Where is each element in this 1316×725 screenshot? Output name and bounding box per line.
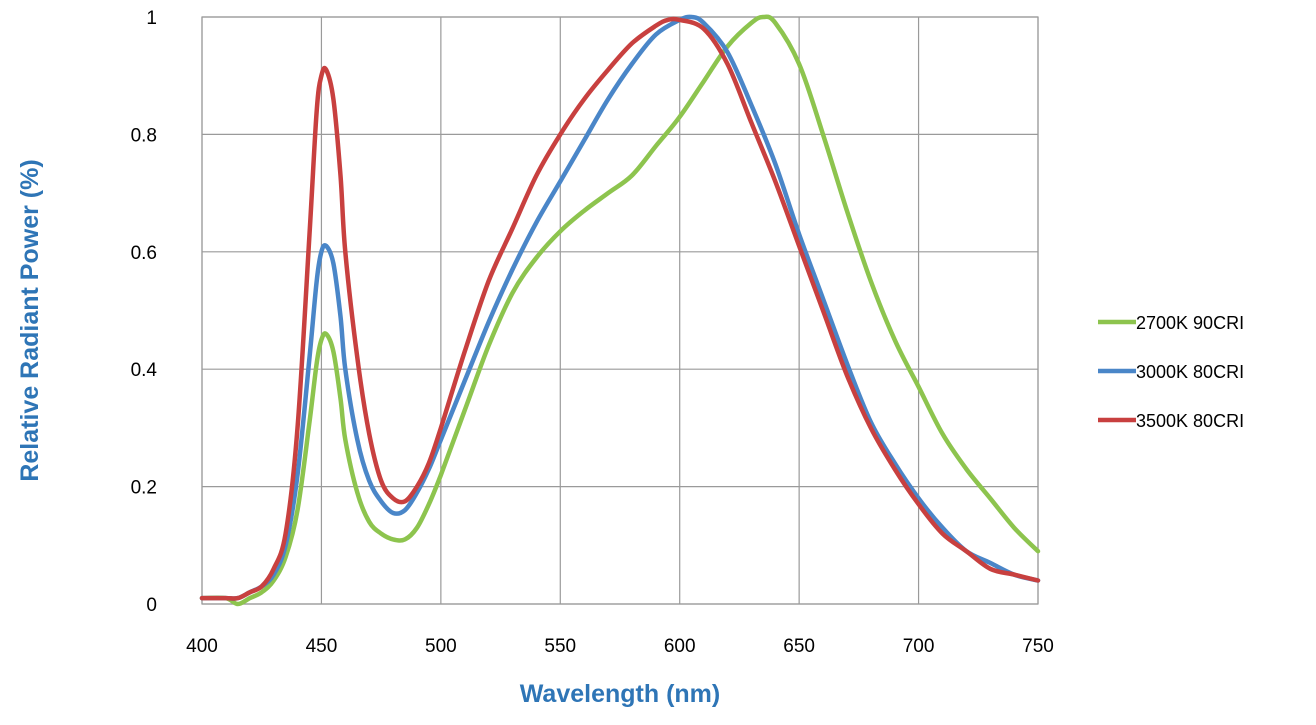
series-line-3 xyxy=(199,16,1041,601)
plot-border xyxy=(201,16,1039,605)
x-tick-label: 650 xyxy=(783,636,815,657)
y-tick-label: 0.2 xyxy=(131,478,157,499)
tick-labels: 400 450 500 550 600 650 700 750 0 0.2 0.4 0.6 0.8 1 xyxy=(131,8,1054,657)
y-tick-label: 0.6 xyxy=(131,243,157,264)
legend: 2700K 90CRI 3000K 80CRI 3500K 80CRI xyxy=(1098,313,1244,431)
y-axis-title: Relative Radiant Power (%) xyxy=(16,159,44,481)
series-line-1 xyxy=(199,14,1041,607)
x-tick-label: 700 xyxy=(903,636,935,657)
x-tick-label: 600 xyxy=(664,636,696,657)
x-tick-label: 450 xyxy=(306,636,338,657)
legend-label: 2700K 90CRI xyxy=(1136,313,1244,333)
y-tick-label: 0.4 xyxy=(131,360,158,381)
x-tick-label: 750 xyxy=(1022,636,1054,657)
x-tick-label: 500 xyxy=(425,636,457,657)
legend-label: 3500K 80CRI xyxy=(1136,411,1244,431)
x-tick-label: 550 xyxy=(544,636,576,657)
x-tick-label: 400 xyxy=(186,636,218,657)
y-tick-label: 1 xyxy=(146,8,157,29)
plot-area xyxy=(202,17,1038,604)
series-line-2 xyxy=(199,14,1041,601)
x-axis-title: Wavelength (nm) xyxy=(520,680,720,708)
legend-label: 3000K 80CRI xyxy=(1136,362,1244,382)
y-tick-label: 0 xyxy=(146,595,157,616)
y-tick-label: 0.8 xyxy=(131,125,157,146)
grid xyxy=(201,16,1039,605)
series-lines xyxy=(199,14,1041,607)
